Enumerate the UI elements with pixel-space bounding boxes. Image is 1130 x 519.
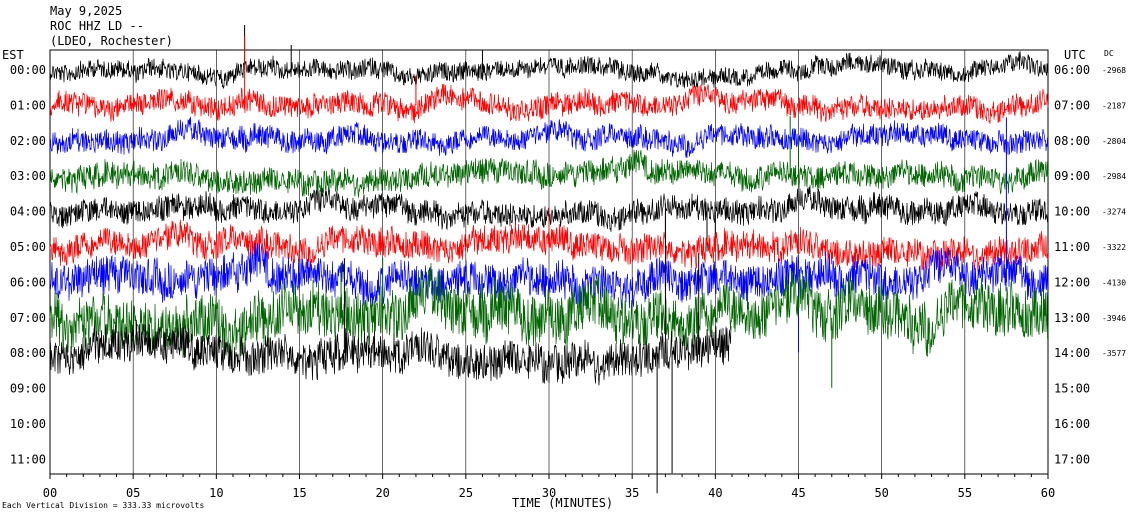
trace-row xyxy=(49,319,732,386)
trace-row xyxy=(49,242,1049,309)
est-hour-label: 09:00 xyxy=(10,382,46,396)
utc-hour-label: 09:00 xyxy=(1054,169,1090,183)
utc-hour-label: 10:00 xyxy=(1054,205,1090,219)
dc-offset-label: -2984 xyxy=(1102,172,1126,181)
est-hour-label: 05:00 xyxy=(10,240,46,254)
x-tick-label: 30 xyxy=(542,486,556,500)
chart-date: May 9,2025 xyxy=(50,4,123,18)
utc-hour-label: 06:00 xyxy=(1054,63,1090,77)
x-tick-label: 10 xyxy=(209,486,223,500)
trace-row xyxy=(49,262,1049,360)
trace-row xyxy=(49,51,1049,89)
trace-row xyxy=(49,116,1049,158)
dc-offset-label: -4130 xyxy=(1102,278,1126,287)
chart-network: (LDEO, Rochester) xyxy=(50,34,173,48)
est-hour-label: 04:00 xyxy=(10,205,46,219)
dc-offset-label: -3322 xyxy=(1102,243,1126,252)
utc-hour-label: 12:00 xyxy=(1054,275,1090,289)
utc-hour-label: 15:00 xyxy=(1054,382,1090,396)
est-hour-label: 07:00 xyxy=(10,311,46,325)
scale-note: Each Vertical Division = 333.33 microvol… xyxy=(2,501,205,510)
est-hour-label: 06:00 xyxy=(10,275,46,289)
x-tick-label: 40 xyxy=(708,486,722,500)
dc-offset-label: -2968 xyxy=(1102,66,1126,75)
trace-row xyxy=(49,149,1049,198)
utc-hour-label: 14:00 xyxy=(1054,346,1090,360)
x-axis-label: TIME (MINUTES) xyxy=(512,496,614,510)
est-hour-label: 00:00 xyxy=(10,63,46,77)
dc-offset-label: -3577 xyxy=(1102,349,1126,358)
chart-station: ROC HHZ LD -- xyxy=(50,19,144,33)
x-tick-label: 25 xyxy=(459,486,473,500)
x-tick-label: 50 xyxy=(874,486,888,500)
dc-offset-label: -3274 xyxy=(1102,208,1126,217)
right-timezone-label: UTC xyxy=(1064,48,1086,62)
dc-offset-label: -3946 xyxy=(1102,314,1126,323)
x-tick-label: 45 xyxy=(791,486,805,500)
x-tick-label: 15 xyxy=(292,486,306,500)
utc-hour-label: 11:00 xyxy=(1054,240,1090,254)
x-tick-label: 05 xyxy=(126,486,140,500)
est-hour-label: 08:00 xyxy=(10,346,46,360)
utc-hour-label: 17:00 xyxy=(1054,452,1090,466)
dc-column-label: DC xyxy=(1104,49,1114,58)
trace-row xyxy=(49,83,1049,124)
x-tick-label: 55 xyxy=(958,486,972,500)
dc-offset-label: -2187 xyxy=(1102,101,1126,110)
left-timezone-label: EST xyxy=(2,48,24,62)
x-tick-label: 00 xyxy=(43,486,57,500)
utc-hour-label: 07:00 xyxy=(1054,98,1090,112)
x-tick-label: 60 xyxy=(1041,486,1055,500)
est-hour-label: 10:00 xyxy=(10,417,46,431)
est-hour-label: 02:00 xyxy=(10,134,46,148)
est-hour-label: 11:00 xyxy=(10,452,46,466)
x-tick-label: 35 xyxy=(625,486,639,500)
utc-hour-label: 13:00 xyxy=(1054,311,1090,325)
dc-offset-label: -2804 xyxy=(1102,137,1126,146)
x-tick-label: 20 xyxy=(375,486,389,500)
utc-hour-label: 08:00 xyxy=(1054,134,1090,148)
est-hour-label: 01:00 xyxy=(10,98,46,112)
utc-hour-label: 16:00 xyxy=(1054,417,1090,431)
est-hour-label: 03:00 xyxy=(10,169,46,183)
